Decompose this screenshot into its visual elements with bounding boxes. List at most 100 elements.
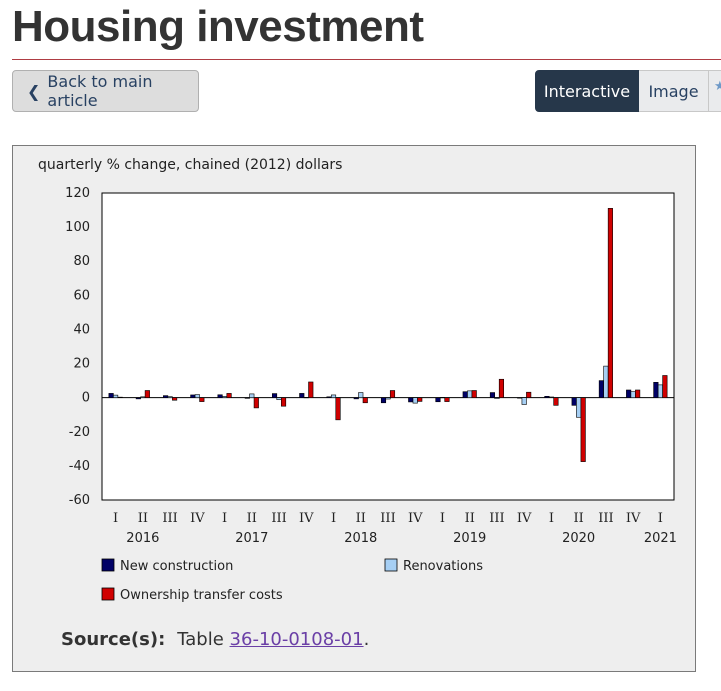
bar — [521, 397, 527, 405]
x-tick-label: III — [271, 511, 286, 526]
bar — [635, 389, 641, 398]
plot-area — [101, 192, 675, 501]
bar — [417, 397, 423, 402]
bar — [571, 397, 577, 406]
y-tick-label: 0 — [82, 391, 90, 406]
bar — [362, 397, 368, 404]
bar — [380, 397, 387, 404]
bar — [389, 390, 396, 398]
y-axis-label: quarterly % change, chained (2012) dolla… — [38, 157, 342, 173]
source-label: Source(s): — [61, 629, 166, 650]
bar — [199, 397, 205, 402]
bar — [435, 397, 441, 403]
bar — [117, 396, 123, 398]
bar — [326, 396, 332, 398]
y-tick-label: -20 — [69, 425, 90, 440]
x-year-label: 2018 — [344, 531, 377, 546]
x-tick-label: III — [489, 511, 504, 526]
y-tick-label: 120 — [65, 186, 90, 201]
x-tick-label: IV — [408, 511, 423, 526]
bar — [253, 397, 259, 409]
y-tick-label: 20 — [73, 357, 90, 372]
bar — [217, 394, 223, 398]
y-tick-label: -60 — [69, 493, 90, 508]
bar — [471, 390, 477, 398]
back-to-main-article-button[interactable]: ❮ Back to main article — [12, 70, 199, 112]
x-tick-label: I — [331, 511, 336, 526]
bar — [489, 392, 496, 398]
y-tick-label: -40 — [69, 459, 90, 474]
bar — [249, 393, 255, 398]
bar — [276, 397, 282, 401]
bar — [498, 378, 505, 398]
x-tick-label: I — [113, 511, 118, 526]
x-tick-label: II — [247, 511, 257, 526]
bar — [226, 393, 232, 398]
tab-interactive[interactable]: Interactive — [535, 70, 639, 112]
x-tick-label: II — [465, 511, 475, 526]
bar — [244, 397, 250, 399]
x-tick-label: I — [222, 511, 227, 526]
page-title: Housing investment — [12, 2, 424, 51]
bar — [657, 384, 663, 398]
tab-image[interactable]: Image — [639, 70, 709, 112]
bar — [662, 375, 668, 398]
x-tick-label: I — [658, 511, 663, 526]
bar — [626, 389, 632, 398]
x-tick-label: II — [356, 511, 366, 526]
bar — [330, 394, 337, 398]
bar — [408, 397, 414, 403]
legend-swatch — [101, 587, 115, 601]
bar — [580, 397, 586, 462]
x-tick-label: III — [598, 511, 613, 526]
x-tick-label: I — [549, 511, 554, 526]
x-year-label: 2021 — [644, 531, 677, 546]
bar — [462, 391, 468, 398]
legend-label: Ownership transfer costs — [120, 588, 283, 603]
x-year-label: 2020 — [562, 531, 595, 546]
legend-swatch — [384, 558, 398, 572]
x-tick-label: IV — [517, 511, 532, 526]
bar — [167, 396, 173, 398]
y-tick-label: 40 — [73, 322, 90, 337]
bar — [576, 397, 582, 418]
legend-label: Renovations — [403, 559, 483, 574]
bar — [607, 208, 613, 398]
bar — [303, 397, 309, 399]
bar — [194, 394, 200, 398]
star-icon: ★ — [714, 79, 721, 94]
bar — [135, 397, 141, 400]
source-suffix: . — [363, 629, 370, 650]
bar — [190, 394, 196, 398]
bar — [299, 393, 305, 398]
bar — [108, 393, 114, 398]
bar — [526, 391, 532, 398]
x-tick-label: IV — [626, 511, 641, 526]
x-tick-label: II — [574, 511, 584, 526]
bar — [271, 393, 278, 398]
x-tick-label: II — [138, 511, 148, 526]
legend-label: New construction — [120, 559, 233, 574]
bar — [598, 380, 604, 398]
chevron-left-icon: ❮ — [27, 81, 41, 101]
chart-panel: quarterly % change, chained (2012) dolla… — [12, 145, 696, 672]
source-table-link[interactable]: 36-10-0108-01 — [229, 629, 364, 650]
bar — [144, 390, 150, 398]
bar — [358, 392, 364, 398]
x-tick-label: III — [380, 511, 395, 526]
bar — [630, 391, 636, 398]
bar — [335, 397, 341, 421]
title-divider — [12, 59, 721, 60]
bar — [517, 397, 523, 399]
bar — [444, 397, 450, 402]
bar — [544, 396, 550, 398]
y-tick-label: 60 — [73, 288, 90, 303]
x-tick-label: III — [162, 511, 177, 526]
legend-swatch — [101, 558, 115, 572]
bar — [222, 396, 228, 398]
back-button-label: Back to main article — [47, 72, 153, 110]
tab-more[interactable]: ★ — [709, 70, 721, 112]
housing-investment-chart: quarterly % change, chained (2012) dolla… — [38, 157, 677, 603]
x-tick-label: IV — [299, 511, 314, 526]
view-toggle: Interactive Image ★ — [535, 70, 721, 112]
